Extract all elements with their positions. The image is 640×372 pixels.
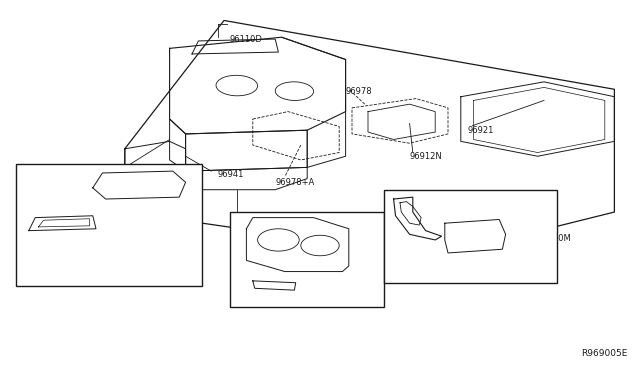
Text: 96912N: 96912N [410,152,442,161]
Text: 96912W: 96912W [291,252,326,261]
Text: 96110D: 96110D [229,35,262,44]
Text: 96978+B: 96978+B [250,291,289,300]
Text: 96110D: 96110D [79,169,112,177]
Bar [230,212,384,307]
Text: 96110D: 96110D [229,269,262,278]
Bar [384,190,557,283]
Text: 96930M: 96930M [538,234,572,243]
Text: 96978+A: 96978+A [275,178,314,187]
Bar [16,164,202,286]
Text: 96941: 96941 [218,170,244,179]
Text: 96921: 96921 [467,126,493,135]
Text: 96910: 96910 [467,204,493,213]
Text: 96978: 96978 [346,87,372,96]
Text: 68794M: 68794M [431,258,465,267]
Text: R969005E: R969005E [581,349,627,358]
Text: 96975N: 96975N [41,273,74,282]
